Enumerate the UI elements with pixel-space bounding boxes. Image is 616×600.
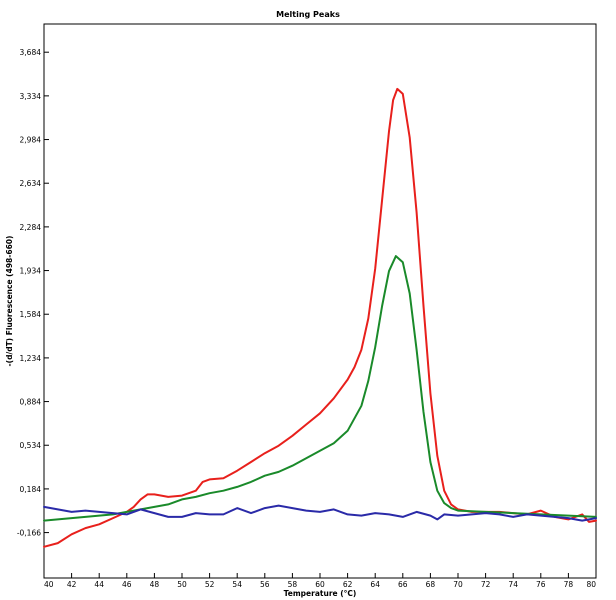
x-tick-label: 70 xyxy=(453,580,463,589)
x-tick-label: 78 xyxy=(564,580,574,589)
chart-title: Melting Peaks xyxy=(276,10,340,19)
x-tick-label: 64 xyxy=(370,580,380,589)
x-tick-label: 48 xyxy=(150,580,160,589)
y-tick-label: 1,934 xyxy=(20,267,42,276)
y-tick-label: 0,534 xyxy=(20,441,42,450)
x-tick-label: 50 xyxy=(177,580,187,589)
x-tick-label: 58 xyxy=(288,580,298,589)
x-tick-label: 74 xyxy=(508,580,518,589)
y-tick-label: 0,884 xyxy=(20,398,42,407)
y-tick-label: 2,984 xyxy=(20,136,42,145)
x-tick-label: 68 xyxy=(426,580,436,589)
y-tick-label: 2,284 xyxy=(20,223,42,232)
x-tick-label: 42 xyxy=(67,580,77,589)
x-tick-label: 40 xyxy=(44,580,54,589)
y-axis-ticks: -0,166 0,184 0,534 0,884 1,234 1,584 1,934 2,28… xyxy=(17,48,49,538)
x-tick-label: 52 xyxy=(205,580,215,589)
y-tick-label: 0,184 xyxy=(20,485,42,494)
y-tick-label: 3,334 xyxy=(20,92,42,101)
y-tick-label: -0,166 xyxy=(17,529,41,538)
x-tick-label: 72 xyxy=(481,580,491,589)
x-tick-label: 76 xyxy=(536,580,546,589)
x-tick-label: 46 xyxy=(122,580,132,589)
x-tick-label: 80 xyxy=(586,580,596,589)
y-tick-label: 1,234 xyxy=(20,354,42,363)
y-axis-label: -(d/dT) Fluorescence (498-660) xyxy=(5,236,14,367)
series-layer xyxy=(43,87,597,548)
y-tick-label: 3,684 xyxy=(20,48,42,57)
y-tick-label: 2,634 xyxy=(20,179,42,188)
series-line-3 xyxy=(43,504,597,522)
x-axis-label: Temperature (°C) xyxy=(284,589,357,598)
x-axis-ticks: 40 42 44 46 48 50 52 54 56 58 60 62 64 66 68 70 72 74 76 78… xyxy=(43,573,597,589)
y-tick-label: 1,584 xyxy=(20,310,42,319)
x-tick-label: 56 xyxy=(260,580,270,589)
x-tick-label: 54 xyxy=(232,580,242,589)
x-tick-label: 44 xyxy=(94,580,104,589)
x-tick-label: 62 xyxy=(343,580,353,589)
x-tick-label: 60 xyxy=(315,580,325,589)
x-tick-label: 66 xyxy=(398,580,408,589)
plot-frame xyxy=(43,23,597,579)
